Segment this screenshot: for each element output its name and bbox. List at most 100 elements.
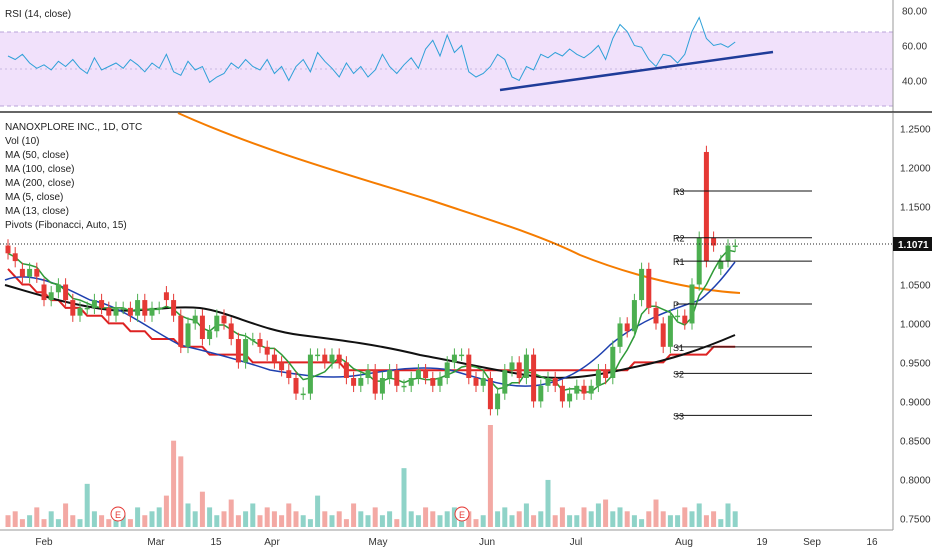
volume-bar: [199, 491, 205, 527]
candle: [430, 371, 436, 393]
volume-bar: [351, 503, 357, 527]
candle: [48, 286, 54, 307]
volume-bar: [171, 440, 177, 527]
volume-bar: [387, 511, 393, 527]
volume-bar: [466, 511, 472, 527]
candle: [286, 363, 292, 385]
rsi-panel: 80.00 60.00 40.00: [0, 0, 927, 112]
volume-bar: [192, 511, 198, 527]
pivot-label: P: [673, 300, 679, 310]
x-tick-label: Feb: [35, 537, 53, 548]
candle: [675, 309, 681, 322]
volume-bar: [221, 511, 227, 527]
volume-bar: [631, 515, 637, 527]
candle: [559, 379, 565, 408]
volume-bar: [624, 511, 630, 527]
price-tick-label: 1.1500: [900, 203, 931, 214]
volume-bar: [567, 515, 573, 527]
volume-bar: [250, 503, 256, 527]
indicator-ma100: MA (100, close): [5, 164, 75, 175]
volume-bar: [588, 511, 594, 527]
x-axis-ticks: Feb Mar 15 Apr May Jun Jul Aug 19 Sep 16: [35, 537, 878, 548]
candle: [408, 371, 414, 393]
volume-bar: [682, 507, 688, 527]
candle: [106, 301, 112, 322]
volume-bar: [336, 511, 342, 527]
price-panel: 1.25001.20001.15001.10001.05001.00000.95…: [0, 112, 932, 530]
price-legend: NANOXPLORE INC., 1D, OTC Vol (10) MA (50…: [5, 121, 142, 233]
candle: [99, 293, 105, 315]
volume-bar: [271, 511, 277, 527]
candle: [351, 371, 357, 393]
candle: [394, 363, 400, 393]
rsi-line: [7, 16, 736, 84]
candle: [667, 309, 673, 354]
volume-bar: [343, 519, 349, 527]
rsi-tick-label: 60.00: [902, 42, 927, 53]
rsi-trendline: [499, 50, 774, 92]
last-price-badge: [893, 237, 932, 251]
volume-bar: [725, 503, 731, 527]
volume-bar: [127, 519, 133, 527]
volume-bar: [163, 495, 169, 527]
last-price-label: 1.1071: [898, 240, 929, 251]
candle: [214, 309, 220, 338]
candle: [365, 363, 371, 385]
candle: [77, 301, 83, 322]
volume-bar: [718, 519, 724, 527]
x-tick-label: 16: [866, 537, 878, 548]
candle: [271, 348, 277, 369]
price-tick-label: 0.8000: [900, 475, 931, 486]
price-tick-label: 1.0000: [900, 319, 931, 330]
volume-bar: [120, 515, 126, 527]
candle: [5, 239, 11, 260]
volume-bar: [646, 511, 652, 527]
volume-bar: [99, 515, 105, 527]
volume-bar: [372, 507, 378, 527]
volume-bar: [732, 511, 738, 527]
volume-bar: [509, 515, 515, 527]
candle: [12, 247, 18, 268]
candle: [732, 239, 738, 252]
volume-bar: [315, 495, 321, 527]
volume-bar: [19, 519, 25, 527]
candle: [653, 301, 659, 330]
volume-bar: [451, 507, 457, 527]
candle: [682, 309, 688, 330]
rsi-tick-label: 40.00: [902, 77, 927, 88]
volume-bar: [394, 519, 400, 527]
volume-bar: [531, 515, 537, 527]
candle: [243, 332, 249, 369]
volume-bar: [667, 515, 673, 527]
candle: [41, 278, 47, 307]
price-tick-label: 0.9500: [900, 358, 931, 369]
volume-bar: [135, 507, 141, 527]
x-tick-label: Jun: [479, 537, 495, 548]
volume-bar: [106, 519, 112, 527]
candle: [372, 363, 378, 400]
ma50-line: [4, 261, 736, 387]
candle: [473, 371, 479, 393]
candle: [631, 293, 637, 338]
candle: [401, 379, 407, 393]
candle: [509, 356, 515, 377]
volume-bar: [34, 507, 40, 527]
volume-bar: [358, 511, 364, 527]
volume-bar: [149, 511, 155, 527]
candle: [307, 348, 313, 400]
indicator-volume: Vol (10): [5, 136, 40, 147]
volume-bar: [603, 499, 609, 527]
volume-bar: [178, 456, 184, 527]
volume-bar: [5, 515, 11, 527]
volume-bar: [322, 511, 328, 527]
volume-bar: [473, 519, 479, 527]
volume-bar: [293, 511, 299, 527]
candle: [343, 356, 349, 385]
volume-bars: [5, 425, 738, 527]
candle: [336, 348, 342, 369]
volume-bar: [408, 511, 414, 527]
candle: [610, 340, 616, 385]
candle: [70, 293, 76, 322]
volume-bar: [27, 515, 33, 527]
